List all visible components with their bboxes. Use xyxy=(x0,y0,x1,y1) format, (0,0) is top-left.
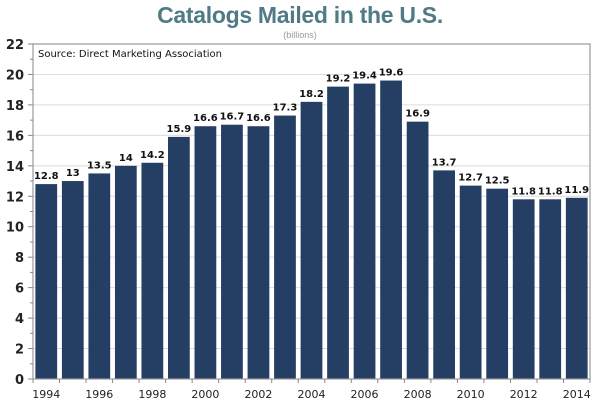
y-tick-label: 6 xyxy=(15,282,24,297)
chart-subtitle: (billions) xyxy=(283,30,317,40)
y-tick-label: 4 xyxy=(15,312,24,327)
bar-2005 xyxy=(327,86,349,380)
bar-2012 xyxy=(512,199,535,379)
y-tick-label: 8 xyxy=(15,251,24,266)
bar-1998 xyxy=(141,162,164,379)
y-tick-label: 16 xyxy=(6,129,24,144)
bar-2006 xyxy=(353,83,376,379)
x-tick-label: 2014 xyxy=(563,388,591,401)
data-label-1997: 14 xyxy=(119,153,133,164)
bar-2002 xyxy=(247,126,270,380)
x-tick-label: 2012 xyxy=(510,388,538,401)
data-label-2013: 11.8 xyxy=(538,186,563,197)
bar-2004 xyxy=(300,101,323,379)
bar-2014 xyxy=(565,197,588,379)
data-label-1994: 12.8 xyxy=(34,171,59,182)
x-tick-label: 1994 xyxy=(32,388,60,401)
source-annotation: Source: Direct Marketing Association xyxy=(38,49,222,60)
data-label-2005: 19.2 xyxy=(326,74,351,85)
bar-1994 xyxy=(35,184,58,379)
data-label-2000: 16.6 xyxy=(193,113,218,124)
bar-2007 xyxy=(380,80,402,379)
bar-2001 xyxy=(221,124,243,379)
bar-1999 xyxy=(168,136,190,379)
data-label-1996: 13.5 xyxy=(87,160,112,171)
x-tick-label: 2008 xyxy=(404,388,432,401)
data-label-2008: 16.9 xyxy=(405,109,430,120)
data-label-2012: 11.8 xyxy=(511,186,536,197)
y-axis: 0 2 4 6 8 10 12 14 16 18 20 22 xyxy=(6,38,33,388)
bar-2008 xyxy=(406,121,429,379)
bar-2009 xyxy=(433,170,455,379)
y-tick-label: 20 xyxy=(6,68,24,83)
data-label-2001: 16.7 xyxy=(220,112,245,123)
data-label-2009: 13.7 xyxy=(432,157,457,168)
data-label-2007: 19.6 xyxy=(379,68,404,79)
bar-1995 xyxy=(61,181,84,379)
x-tick-label: 2002 xyxy=(244,388,272,401)
x-tick-label: 2006 xyxy=(351,388,379,401)
bar-2000 xyxy=(194,126,217,380)
chart-title: Catalogs Mailed in the U.S. xyxy=(157,2,443,28)
bar-2013 xyxy=(539,199,562,379)
data-label-2002: 16.6 xyxy=(246,113,271,124)
bar-1997 xyxy=(114,165,137,379)
y-tick-label: 10 xyxy=(6,221,24,236)
data-label-2014: 11.9 xyxy=(564,185,589,196)
bar-2011 xyxy=(486,188,509,379)
y-tick-label: 2 xyxy=(15,343,24,358)
y-tick-label: 18 xyxy=(6,99,24,114)
y-tick-label: 12 xyxy=(6,190,24,205)
y-tick-label: 22 xyxy=(6,38,24,53)
data-label-1995: 13 xyxy=(66,168,80,179)
data-label-1998: 14.2 xyxy=(140,150,165,161)
data-label-2006: 19.4 xyxy=(352,71,377,82)
bar-2003 xyxy=(274,115,296,380)
x-tick-label: 2004 xyxy=(298,388,326,401)
y-tick-label: 0 xyxy=(15,373,24,388)
bars xyxy=(35,80,588,380)
y-tick-label: 14 xyxy=(6,160,24,175)
x-tick-label: 2000 xyxy=(191,388,219,401)
x-tick-label: 1998 xyxy=(138,388,166,401)
data-label-2010: 12.7 xyxy=(458,173,483,184)
x-axis: 1994 1996 1998 2000 2002 2004 2006 2008 2010 2012… xyxy=(32,379,591,401)
data-label-2011: 12.5 xyxy=(485,176,510,187)
x-tick-label: 1996 xyxy=(85,388,113,401)
bar-1996 xyxy=(88,173,111,379)
data-label-1999: 15.9 xyxy=(167,124,192,135)
x-tick-label: 2010 xyxy=(457,388,485,401)
data-label-2004: 18.2 xyxy=(299,89,324,100)
data-label-2003: 17.3 xyxy=(273,103,298,114)
bar-2010 xyxy=(459,185,482,379)
